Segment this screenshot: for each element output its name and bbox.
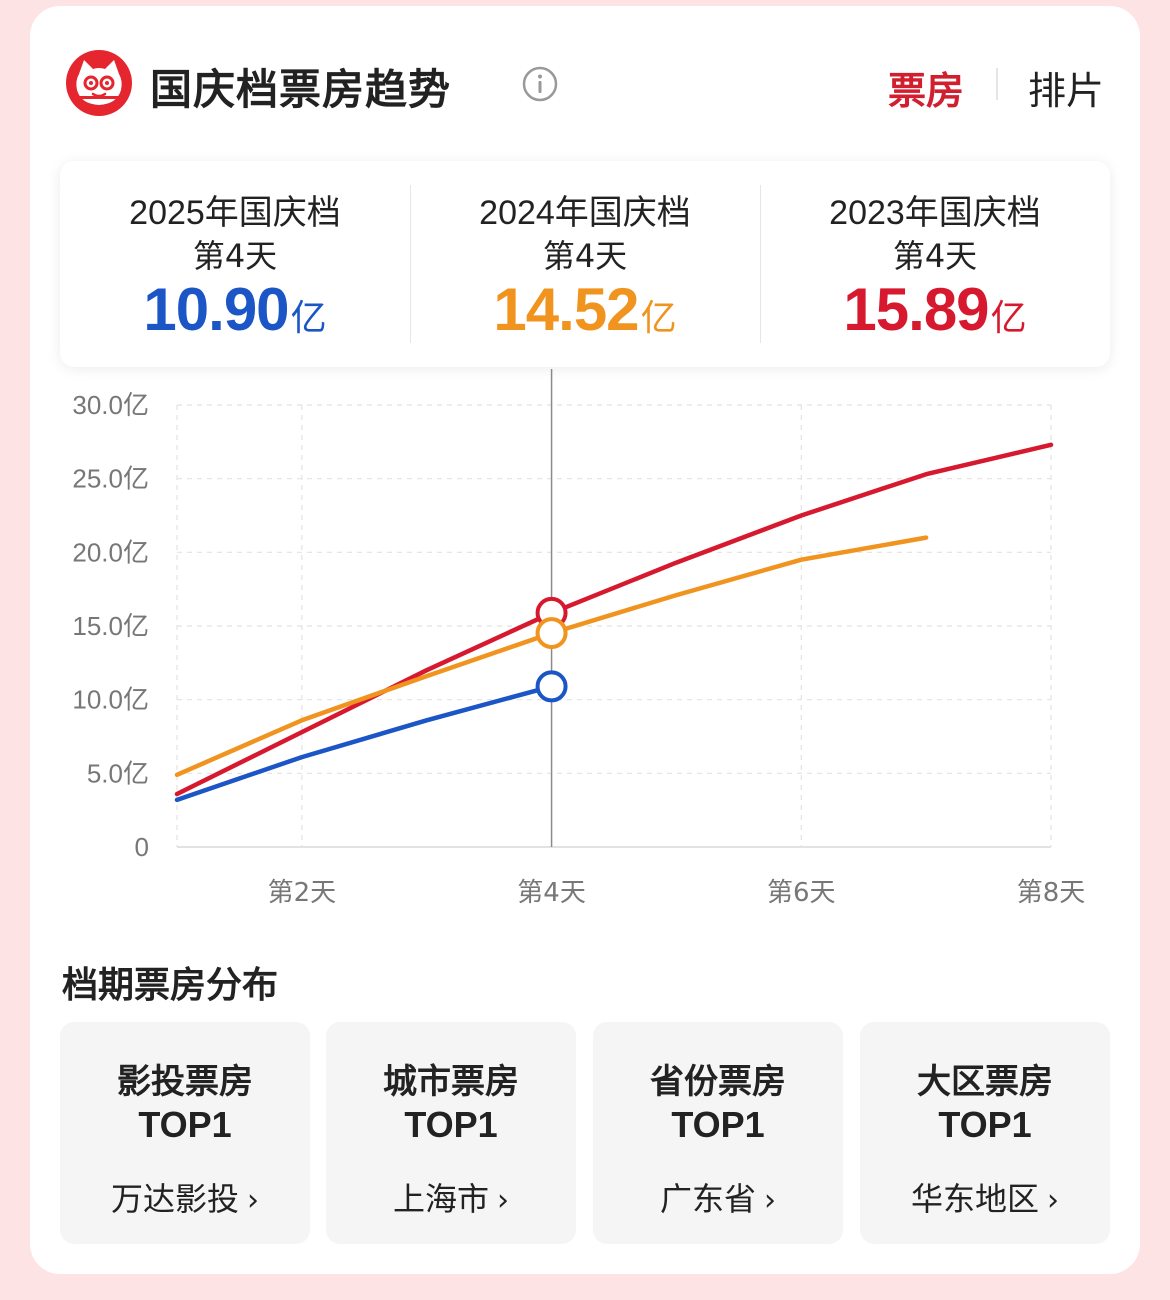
comparison-year-label: 2024年国庆档 xyxy=(479,194,691,232)
comparison-unit: 亿 xyxy=(640,298,677,339)
tile-rank: TOP1 xyxy=(404,1104,498,1145)
tile-value: 万达影投 › xyxy=(60,1174,310,1220)
comparison-number: 10.90 xyxy=(143,276,289,343)
x-tick-label: 第8天 xyxy=(1017,878,1086,908)
y-tick-label: 0 xyxy=(135,832,149,862)
chevron-right-icon: › xyxy=(1047,1183,1059,1218)
series-marker-1 xyxy=(535,617,568,650)
tile-title: 大区票房 xyxy=(917,1062,1053,1102)
comparison-value: 14.52亿 xyxy=(410,275,760,344)
comparison-number: 15.89 xyxy=(843,276,989,343)
divider xyxy=(760,185,761,343)
y-tick-label: 25.0亿 xyxy=(72,464,149,494)
comparison-number: 14.52 xyxy=(493,276,639,343)
x-tick-label: 第6天 xyxy=(767,878,836,908)
comparison-2024: 2024年国庆档 第4天 14.52亿 xyxy=(410,161,760,367)
tile-rank: TOP1 xyxy=(938,1104,1032,1145)
chevron-right-icon: › xyxy=(247,1183,259,1218)
tile-rank: TOP1 xyxy=(138,1104,232,1145)
page-title: 国庆档票房趋势 xyxy=(150,65,452,114)
comparison-year-label: 2023年国庆档 xyxy=(829,194,1041,232)
x-tick-label: 第2天 xyxy=(268,878,337,908)
tile-title: 城市票房 xyxy=(383,1062,519,1102)
section-title: 档期票房分布 xyxy=(62,965,279,1006)
tile-city-box-office[interactable]: 城市票房 TOP1 上海市 › xyxy=(326,1022,576,1244)
tile-province-box-office[interactable]: 省份票房 TOP1 广东省 › xyxy=(593,1022,843,1244)
tile-value-text: 上海市 xyxy=(392,1180,489,1218)
comparison-value: 10.90亿 xyxy=(60,275,410,344)
x-tick-label: 第4天 xyxy=(517,878,586,908)
comparison-unit: 亿 xyxy=(990,298,1027,339)
tile-investor-box-office[interactable]: 影投票房 TOP1 万达影投 › xyxy=(60,1022,310,1244)
comparison-value: 15.89亿 xyxy=(760,275,1110,344)
comparison-year-label: 2025年国庆档 xyxy=(129,194,341,232)
tile-rank: TOP1 xyxy=(671,1104,765,1145)
tile-title: 省份票房 xyxy=(650,1062,786,1102)
comparison-day-label: 第4天 xyxy=(892,237,978,275)
series-line-2 xyxy=(174,684,554,803)
comparison-day-label: 第4天 xyxy=(192,237,278,275)
tab-divider xyxy=(996,68,998,100)
y-tick-label: 30.0亿 xyxy=(72,390,149,420)
tab-box-office[interactable]: 票房 xyxy=(887,69,964,113)
box-office-card: 国庆档票房趋势 票房 排片 2025年国庆档 第4天 10.90亿 2024年国… xyxy=(30,6,1140,1274)
year-comparison-panel: 2025年国庆档 第4天 10.90亿 2024年国庆档 第4天 14.52亿 … xyxy=(60,161,1110,367)
divider xyxy=(410,185,411,343)
tile-title: 影投票房 xyxy=(117,1062,253,1102)
chevron-right-icon: › xyxy=(497,1183,509,1218)
tile-value-text: 华东地区 xyxy=(910,1180,1039,1218)
info-icon[interactable] xyxy=(522,66,558,102)
tab-screenings[interactable]: 排片 xyxy=(1027,69,1104,113)
series-marker-2 xyxy=(535,670,568,703)
y-tick-label: 5.0亿 xyxy=(87,758,149,788)
cat-logo-icon xyxy=(66,50,132,116)
y-tick-label: 15.0亿 xyxy=(72,611,149,641)
tile-value: 广东省 › xyxy=(593,1174,843,1220)
comparison-day-label: 第4天 xyxy=(542,237,628,275)
y-tick-label: 20.0亿 xyxy=(72,537,149,567)
tile-value: 上海市 › xyxy=(326,1174,576,1220)
tile-value-text: 万达影投 xyxy=(110,1180,239,1218)
y-tick-label: 10.0亿 xyxy=(72,685,149,715)
comparison-2023: 2023年国庆档 第4天 15.89亿 xyxy=(760,161,1110,367)
tile-value-text: 广东省 xyxy=(659,1180,756,1218)
series-line-0 xyxy=(174,442,1054,797)
tile-value: 华东地区 › xyxy=(860,1174,1110,1220)
header: 国庆档票房趋势 票房 排片 xyxy=(66,50,1104,120)
comparison-unit: 亿 xyxy=(290,298,327,339)
chevron-right-icon: › xyxy=(764,1183,776,1218)
tile-region-box-office[interactable]: 大区票房 TOP1 华东地区 › xyxy=(860,1022,1110,1244)
comparison-2025: 2025年国庆档 第4天 10.90亿 xyxy=(60,161,410,367)
distribution-tiles: 影投票房 TOP1 万达影投 › 城市票房 TOP1 上海市 › 省份票房 TOP1… xyxy=(60,1022,1110,1244)
